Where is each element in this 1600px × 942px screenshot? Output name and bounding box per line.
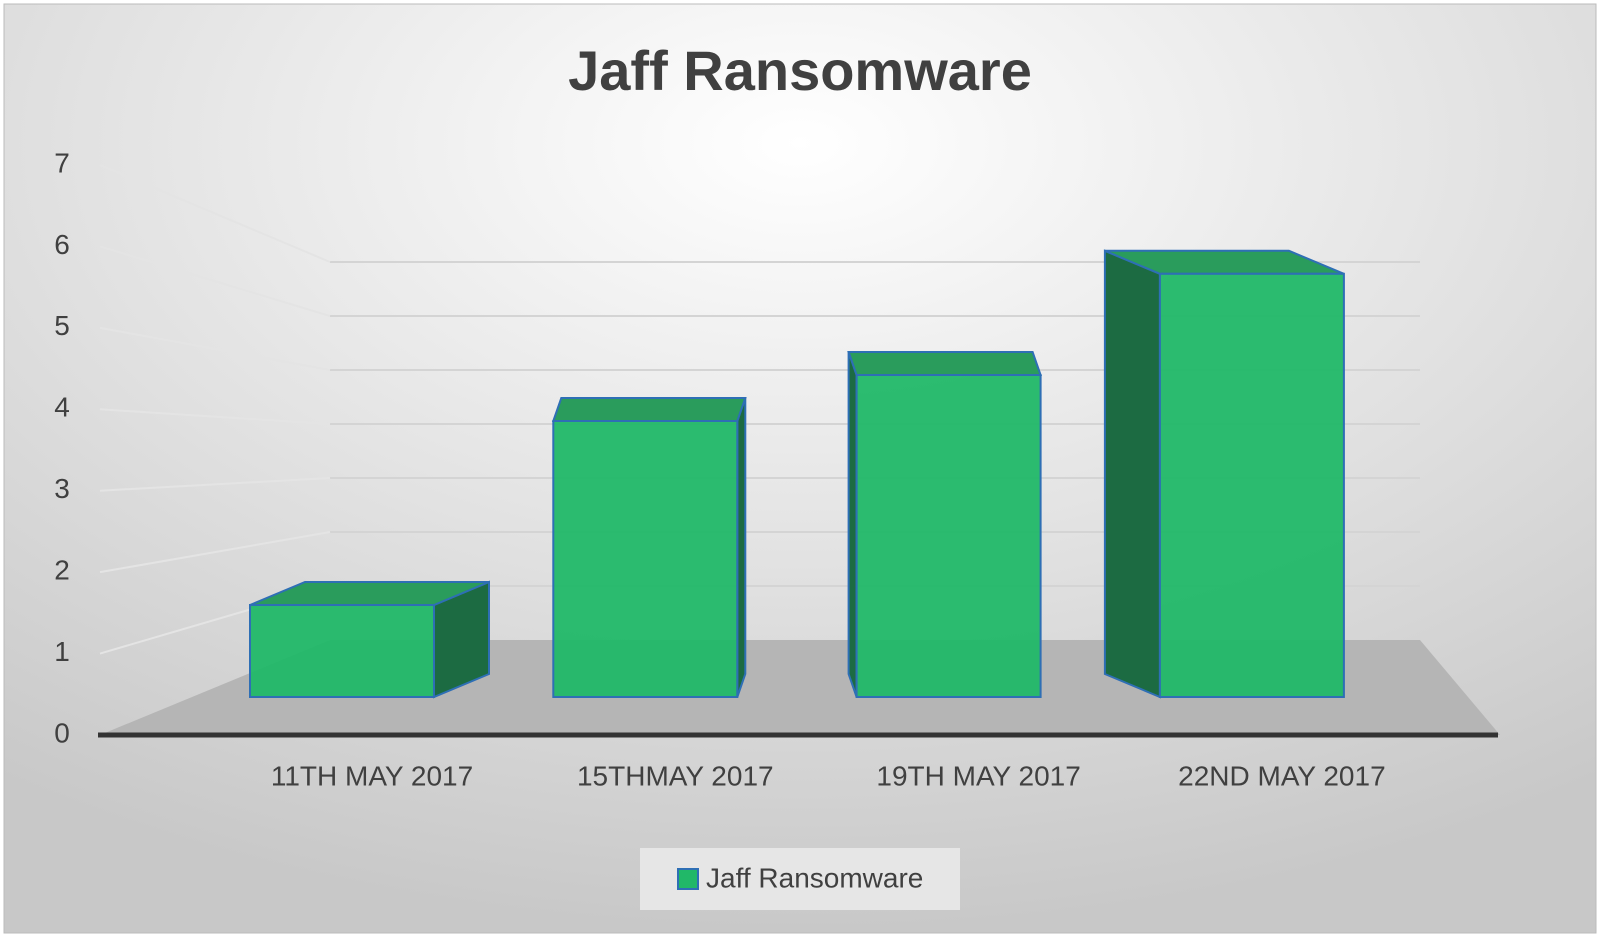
chart-title: Jaff Ransomware — [568, 39, 1032, 102]
x-tick-label: 15THMAY 2017 — [577, 760, 774, 791]
bar-side — [1103, 249, 1161, 699]
x-tick-label: 22ND MAY 2017 — [1178, 760, 1386, 791]
bar — [249, 604, 435, 698]
side-grid-line — [99, 408, 331, 425]
bar-top — [551, 397, 747, 422]
legend: Jaff Ransomware — [640, 848, 960, 910]
bar-top — [847, 351, 1043, 376]
legend-label: Jaff Ransomware — [706, 862, 923, 893]
y-tick-label: 0 — [54, 717, 70, 748]
bar — [855, 374, 1042, 698]
y-tick-label: 3 — [54, 473, 70, 504]
y-tick-label: 2 — [54, 555, 70, 586]
y-tick-label: 4 — [54, 392, 70, 423]
y-tick-label: 7 — [54, 147, 70, 178]
x-tick-label: 11TH MAY 2017 — [271, 760, 473, 791]
y-tick-label: 6 — [54, 229, 70, 260]
legend-swatch — [677, 868, 699, 890]
bar-side — [736, 397, 747, 698]
side-grid-line — [99, 245, 331, 317]
side-grid-line — [99, 477, 331, 492]
side-grid-line — [99, 531, 331, 574]
bar-side — [847, 351, 858, 698]
side-grid-line — [99, 164, 331, 263]
side-grid-line — [99, 326, 331, 371]
bar — [1158, 272, 1345, 698]
bar — [552, 420, 739, 698]
chart-background — [3, 3, 1597, 934]
y-tick-label: 1 — [54, 636, 70, 667]
y-tick-label: 5 — [54, 310, 70, 341]
x-tick-label: 19TH MAY 2017 — [876, 760, 1080, 791]
